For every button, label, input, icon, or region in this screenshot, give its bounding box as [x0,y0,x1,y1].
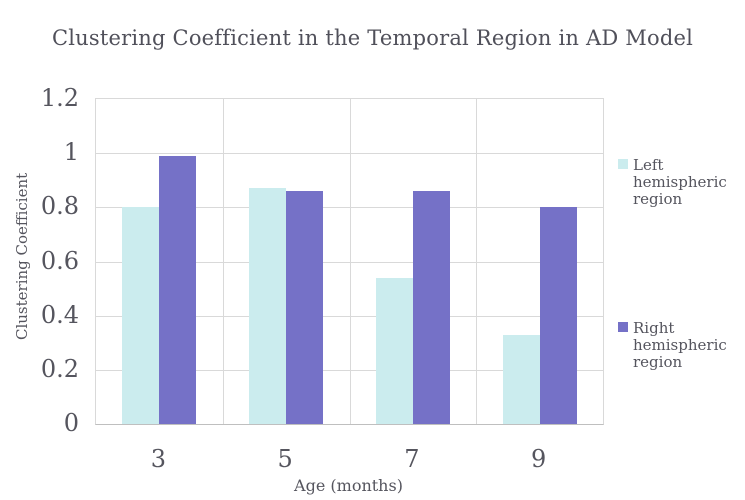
legend-label: Right hemispheric region [633,319,727,371]
bar-right-hemispheric-region-age-7 [412,191,450,424]
x-tick-label-9: 9 [530,445,547,473]
legend-item-left-hemispheric-region: Left hemispheric region [618,157,730,208]
x-tick-label-3: 3 [150,445,167,473]
y-tick-label-0: 0 [63,409,79,437]
y-tick-label-1: 1 [63,138,79,167]
x-tick-label-7: 7 [404,445,420,473]
bar-right-hemispheric-region-age-3 [159,155,197,424]
y-tick-label-0.6: 0.6 [40,246,79,275]
legend: Left hemispheric region Right hemispheric… [618,157,730,371]
legend-swatch-right-hemispheric-region [618,322,628,332]
bar-left-hemispheric-region-age-7 [375,277,413,424]
y-tick-label-0.2: 0.2 [40,354,79,383]
bar-right-hemispheric-region-age-9 [539,207,577,424]
bar-left-hemispheric-region-age-5 [249,188,287,424]
bar-left-hemispheric-region-age-3 [122,207,160,424]
plot-area [95,98,604,425]
legend-swatch-left-hemispheric-region [618,159,628,169]
y-tick-label-0.8: 0.8 [40,192,79,221]
chart-title: Clustering Coefficient in the Temporal R… [52,26,693,50]
x-tick-label-5: 5 [277,445,293,473]
bar-left-hemispheric-region-age-9 [502,334,540,424]
x-axis-title: Age (months) [294,476,403,495]
gridline-x-2 [349,99,351,424]
y-tick-label-1.2: 1.2 [40,84,79,112]
gridline-x-3 [476,99,478,424]
y-tick-label-0.4: 0.4 [40,300,79,329]
bar-right-hemispheric-region-age-5 [286,191,324,424]
legend-label: Left hemispheric region [633,156,727,208]
gridline-x-1 [222,99,224,424]
legend-item-right-hemispheric-region: Right hemispheric region [618,320,730,371]
